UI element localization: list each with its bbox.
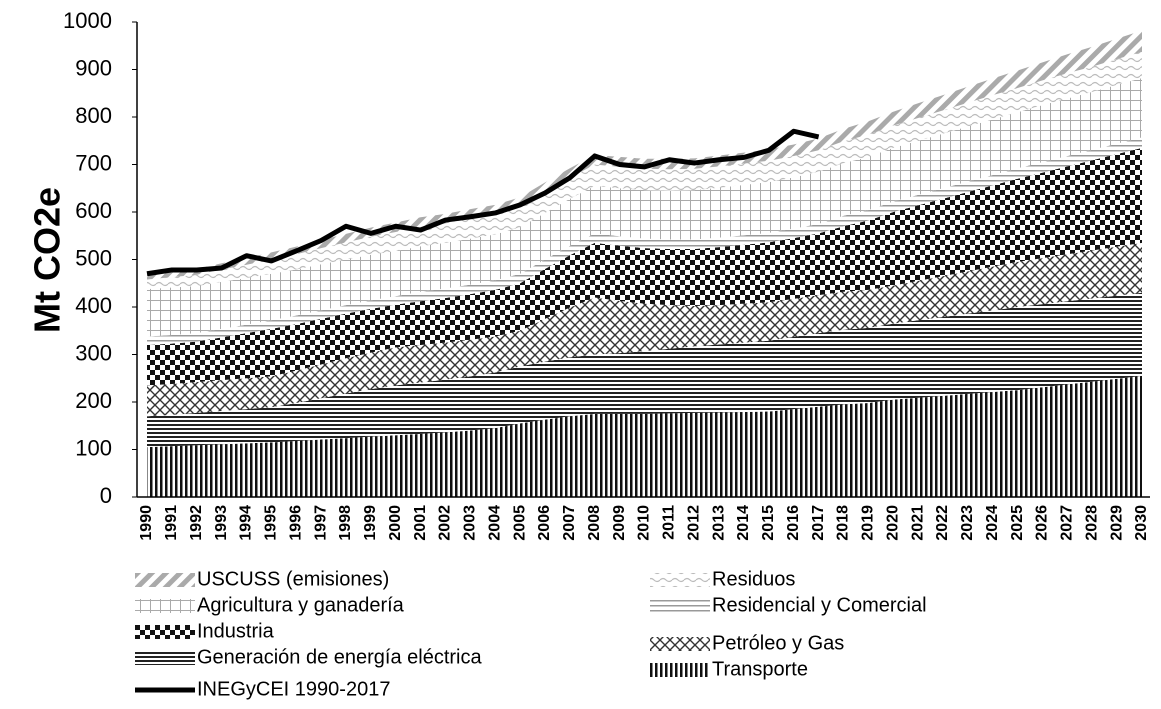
x-tick-label: 1995	[263, 505, 280, 541]
area-segment	[147, 242, 1142, 417]
y-tick-label: 0	[100, 483, 112, 508]
x-tick-label: 1991	[163, 505, 180, 541]
legend-label: Petróleo y Gas	[712, 632, 844, 654]
legend-label: Generación de energía eléctrica	[197, 646, 482, 668]
legend-label: USCUSS (emisiones)	[197, 568, 389, 590]
y-tick-label: 300	[75, 340, 112, 365]
x-tick-label: 1998	[337, 505, 354, 541]
x-tick-label: 2005	[511, 505, 528, 541]
x-tick-label: 2006	[536, 505, 553, 541]
x-tick-label: 1993	[213, 505, 230, 541]
y-tick-label: 1000	[63, 8, 112, 33]
y-tick-label: 600	[75, 198, 112, 223]
area-segment	[147, 137, 1142, 345]
x-tick-label: 2011	[661, 505, 678, 540]
x-tick-label: 2003	[462, 505, 479, 541]
x-tick-label: 2007	[561, 505, 578, 541]
x-tick-label: 2021	[909, 505, 926, 541]
x-tick-label: 2008	[586, 505, 603, 541]
legend-label: Residuos	[712, 568, 795, 590]
legend-swatch	[135, 651, 195, 665]
x-tick-label: 1994	[238, 505, 255, 541]
x-tick-label: 2024	[984, 505, 1001, 541]
area-segment	[147, 51, 1142, 289]
y-tick-label: 700	[75, 150, 112, 175]
line-series	[146, 128, 820, 277]
x-tick-label: 2004	[486, 505, 503, 541]
x-tick-label: 2026	[1034, 505, 1051, 541]
legend-swatch	[650, 573, 710, 587]
legend-swatch	[650, 599, 710, 613]
x-tick-label: 2017	[810, 505, 827, 541]
area-segment	[147, 375, 1142, 497]
legend-label: Agricultura y ganadería	[197, 594, 405, 616]
legend-label: INEGyCEI 1990-2017	[197, 678, 390, 700]
x-tick-label: 2023	[959, 505, 976, 541]
y-tick-label: 500	[75, 245, 112, 270]
x-tick-label: 2022	[934, 505, 951, 541]
x-tick-label: 1990	[138, 505, 155, 541]
x-tick-label: 2027	[1059, 505, 1076, 541]
legend-label: Residencial y Comercial	[712, 594, 927, 616]
x-tick-label: 2029	[1108, 505, 1125, 541]
x-tick-label: 2009	[611, 505, 628, 541]
legend-swatch	[135, 599, 195, 613]
x-tick-label: 2025	[1009, 505, 1026, 541]
x-tick-label: 2018	[835, 505, 852, 541]
x-tick-label: 1992	[188, 505, 205, 541]
x-tick-label: 2015	[760, 505, 777, 541]
y-tick-label: 100	[75, 435, 112, 460]
area-segment	[147, 78, 1142, 337]
x-tick-label: 1997	[312, 505, 329, 541]
y-axis-label: Mt CO2e	[27, 187, 68, 333]
x-tick-label: 2012	[685, 505, 702, 541]
x-tick-label: 2014	[735, 505, 752, 541]
legend-label: Transporte	[712, 658, 808, 680]
x-tick-label: 2013	[710, 505, 727, 541]
legend-swatch	[650, 637, 710, 651]
y-tick-label: 400	[75, 293, 112, 318]
x-tick-label: 2030	[1133, 505, 1150, 541]
legend-swatch	[135, 573, 195, 587]
x-tick-label: 2001	[412, 505, 429, 541]
x-tick-label: 2002	[437, 505, 454, 541]
x-tick-label: 2028	[1083, 505, 1100, 541]
area-segment	[147, 292, 1142, 448]
legend-swatch	[135, 625, 195, 639]
legend-swatch	[650, 663, 710, 677]
x-tick-label: 1999	[362, 505, 379, 541]
x-tick-label: 2020	[884, 505, 901, 541]
y-tick-label: 200	[75, 388, 112, 413]
y-tick-label: 900	[75, 55, 112, 80]
x-tick-label: 2016	[785, 505, 802, 541]
x-tick-label: 1996	[287, 505, 304, 541]
y-tick-label: 800	[75, 103, 112, 128]
legend-label: Industria	[197, 620, 275, 642]
x-tick-label: 2000	[387, 505, 404, 541]
x-tick-label: 2019	[860, 505, 877, 541]
area-segment	[147, 147, 1142, 386]
x-tick-label: 2010	[636, 505, 653, 541]
